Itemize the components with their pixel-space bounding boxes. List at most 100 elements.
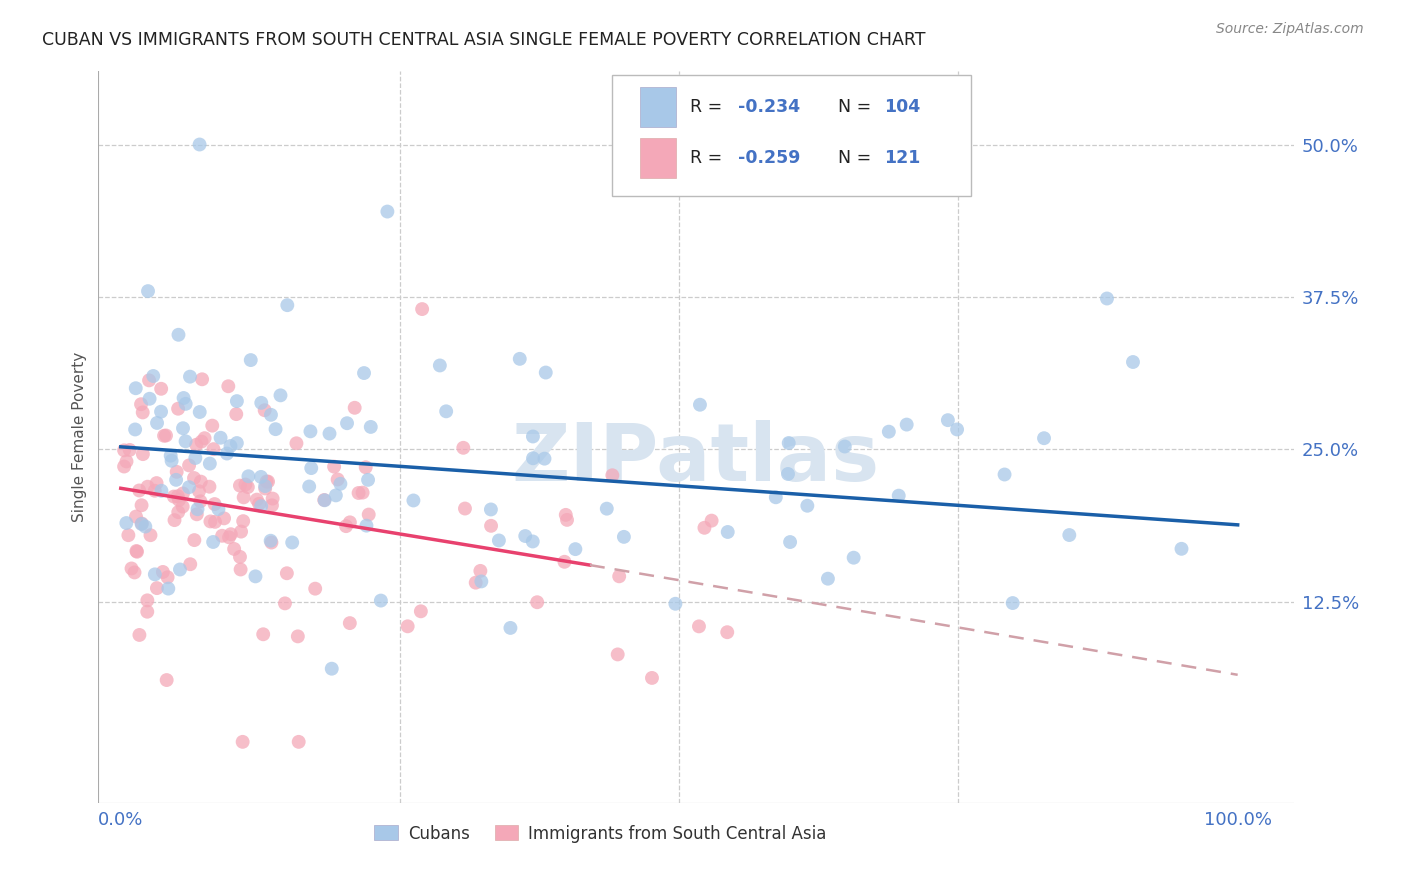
Point: [396, 619, 419, 633]
Point: [188, 137, 211, 152]
Point: [269, 388, 291, 402]
Point: [842, 550, 865, 565]
Point: [204, 515, 226, 529]
Point: [321, 662, 343, 676]
Point: [479, 518, 502, 533]
Point: [129, 397, 152, 411]
Point: [186, 502, 208, 516]
Point: [287, 629, 309, 643]
Point: [479, 502, 502, 516]
Point: [150, 382, 173, 396]
Point: [834, 440, 856, 454]
Point: [896, 417, 918, 432]
Point: [299, 425, 322, 439]
Point: [229, 549, 252, 564]
Point: [212, 511, 235, 525]
Point: [402, 493, 425, 508]
Point: [238, 469, 260, 483]
Point: [253, 403, 276, 417]
Point: [183, 471, 205, 485]
Point: [339, 616, 361, 631]
Point: [533, 451, 555, 466]
Point: [115, 454, 138, 468]
FancyBboxPatch shape: [613, 75, 972, 195]
Point: [167, 493, 190, 508]
Point: [522, 451, 544, 466]
Point: [136, 284, 159, 298]
Point: [202, 442, 225, 457]
Point: [325, 488, 347, 502]
Point: [125, 544, 148, 558]
Point: [246, 492, 269, 507]
Point: [360, 420, 382, 434]
Point: [318, 426, 340, 441]
Point: [717, 524, 740, 539]
Point: [131, 516, 153, 531]
Point: [177, 480, 200, 494]
Point: [352, 485, 374, 500]
Point: [1095, 292, 1118, 306]
Point: [688, 619, 710, 633]
Point: [150, 483, 173, 498]
Point: [160, 454, 183, 468]
Point: [172, 421, 194, 435]
Point: [252, 627, 274, 641]
Point: [1170, 541, 1192, 556]
Point: [128, 483, 150, 498]
Point: [464, 575, 486, 590]
Point: [117, 528, 139, 542]
Point: [693, 521, 716, 535]
Point: [779, 535, 801, 549]
Point: [139, 528, 162, 542]
Point: [1001, 596, 1024, 610]
Point: [262, 491, 284, 506]
Point: [602, 468, 624, 483]
Point: [257, 475, 280, 489]
Point: [353, 366, 375, 380]
Point: [115, 516, 138, 530]
Point: [153, 429, 176, 443]
Point: [664, 597, 686, 611]
Point: [260, 498, 283, 512]
Point: [274, 596, 297, 610]
Point: [215, 446, 238, 460]
Point: [606, 648, 628, 662]
Point: [993, 467, 1015, 482]
Point: [526, 595, 548, 609]
Point: [596, 501, 619, 516]
Point: [357, 473, 380, 487]
Point: [166, 465, 188, 479]
Point: [1033, 431, 1056, 445]
Point: [260, 408, 283, 422]
Point: [121, 561, 143, 575]
Point: [235, 477, 257, 491]
Point: [179, 369, 201, 384]
Point: [250, 470, 273, 484]
Point: [264, 422, 287, 436]
Point: [190, 494, 212, 508]
Point: [336, 416, 359, 430]
Point: [112, 459, 135, 474]
Point: [323, 459, 346, 474]
Point: [247, 497, 270, 511]
Point: [190, 475, 212, 489]
Point: [163, 490, 186, 504]
Point: [607, 569, 630, 583]
Point: [138, 373, 160, 387]
Point: [143, 567, 166, 582]
Point: [112, 443, 135, 458]
Point: [434, 404, 457, 418]
Point: [225, 407, 247, 421]
Point: [329, 476, 352, 491]
Point: [339, 516, 361, 530]
Point: [454, 501, 477, 516]
Point: [124, 566, 146, 580]
Point: [488, 533, 510, 548]
Point: [409, 604, 432, 618]
Point: [1122, 355, 1144, 369]
Point: [357, 508, 380, 522]
Point: [936, 413, 959, 427]
Point: [299, 461, 322, 475]
Point: [377, 204, 399, 219]
Point: [370, 593, 392, 607]
